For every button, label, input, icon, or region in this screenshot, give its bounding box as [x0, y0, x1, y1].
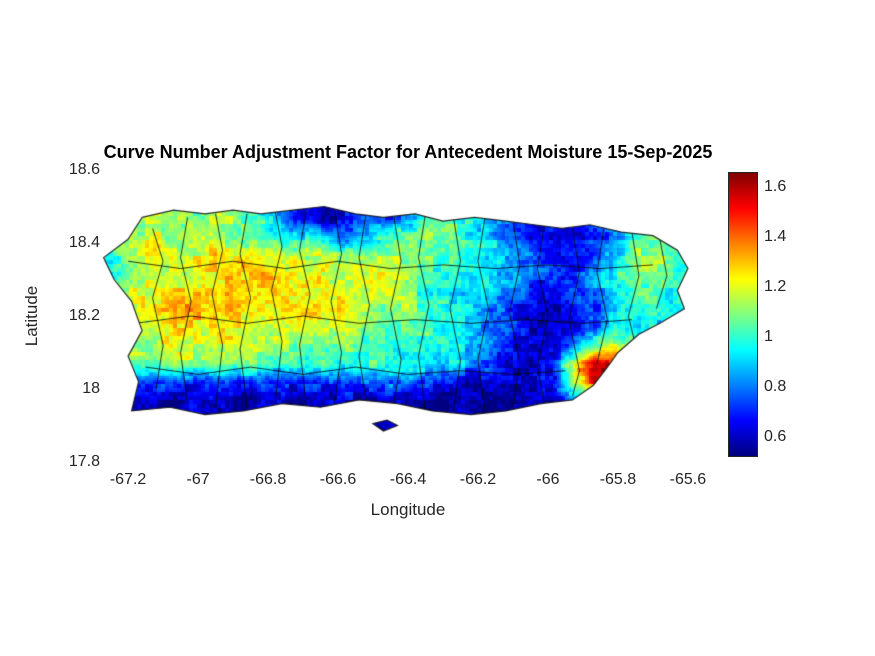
y-tick-label: 18.2 — [68, 307, 100, 324]
x-tick-label: -66.4 — [389, 471, 427, 488]
colorbar-tick-label: 0.6 — [764, 428, 787, 446]
y-tick-label: 18 — [82, 380, 100, 397]
y-tick-label: 18.6 — [68, 161, 100, 178]
colorbar-tick-label: 1.2 — [764, 278, 787, 296]
x-tick-label: -65.8 — [599, 471, 637, 488]
x-tick-label: -66.8 — [249, 471, 287, 488]
colorbar-tick-label: 1.6 — [764, 178, 787, 196]
y-tick-label: 18.4 — [68, 234, 100, 251]
x-tick-label: -66.2 — [459, 471, 497, 488]
colorbar-tick-label: 1.4 — [764, 228, 787, 246]
x-tick-label: -66 — [536, 471, 560, 488]
colorbar-tick-label: 1 — [764, 328, 773, 346]
x-tick-label: -66.6 — [319, 471, 357, 488]
x-tick-label: -65.6 — [669, 471, 707, 488]
x-tick-label: -67.2 — [109, 471, 147, 488]
y-tick-label: 17.8 — [68, 453, 100, 470]
x-tick-label: -67 — [186, 471, 210, 488]
colorbar-tick-label: 0.8 — [764, 378, 787, 396]
colorbar-gradient — [728, 172, 758, 457]
